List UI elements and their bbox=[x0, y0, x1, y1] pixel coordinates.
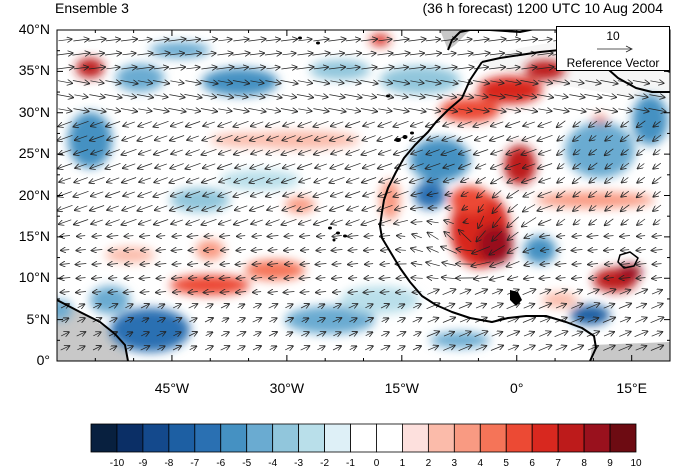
colorbar-swatch bbox=[428, 424, 454, 452]
colorbar-swatch bbox=[169, 424, 195, 452]
colorbar-swatch bbox=[532, 424, 558, 452]
colorbar-tick-label: 9 bbox=[607, 458, 613, 469]
field-anomaly-region bbox=[285, 197, 315, 213]
field-anomaly-region bbox=[48, 300, 72, 320]
field-anomaly-region bbox=[565, 122, 635, 178]
lat-label: 0° bbox=[5, 352, 50, 368]
map-area bbox=[48, 28, 670, 361]
colorbar-tick-label: 0 bbox=[374, 458, 380, 469]
colorbar-swatch bbox=[299, 424, 325, 452]
field-anomaly-region bbox=[535, 192, 655, 208]
colorbar-swatch bbox=[325, 424, 351, 452]
reference-vector-label: Reference Vector bbox=[557, 56, 669, 70]
panel-title: Ensemble 3 bbox=[55, 0, 129, 16]
colorbar-tick-label: -9 bbox=[138, 458, 147, 469]
colorbar-tick-label: 6 bbox=[529, 458, 535, 469]
canary-island bbox=[410, 132, 414, 135]
reference-vector-box: 10 Reference Vector bbox=[556, 26, 670, 71]
reference-vector-arrow-icon bbox=[595, 44, 635, 54]
colorbar-tick-label: 8 bbox=[581, 458, 587, 469]
colorbar-tick-label: -3 bbox=[294, 458, 303, 469]
colorbar-tick-label: 5 bbox=[503, 458, 509, 469]
field-anomaly-region bbox=[477, 225, 513, 265]
colorbar-tick-label: -2 bbox=[320, 458, 329, 469]
colorbar-tick-label: -7 bbox=[190, 458, 199, 469]
field-anomaly-region bbox=[478, 76, 542, 104]
field-anomaly-region bbox=[414, 181, 446, 209]
field-anomaly-region bbox=[105, 247, 155, 263]
colorbar-swatch bbox=[221, 424, 247, 452]
lon-label: 0° bbox=[510, 380, 523, 396]
azores-island bbox=[298, 37, 302, 40]
colorbar-swatch bbox=[584, 424, 610, 452]
cape-verde-island bbox=[333, 239, 336, 242]
lon-label: 30°W bbox=[270, 380, 304, 396]
colorbar-tick-label: 7 bbox=[555, 458, 561, 469]
colorbar-swatch bbox=[610, 424, 636, 452]
field-anomaly-region bbox=[210, 133, 290, 147]
colorbar-swatch bbox=[143, 424, 169, 452]
colorbar-tick-label: 4 bbox=[478, 458, 484, 469]
colorbar-swatch bbox=[402, 424, 428, 452]
lat-label: 5°N bbox=[5, 311, 50, 327]
colorbar-tick-label: 3 bbox=[452, 458, 458, 469]
colorbar-tick-label: -4 bbox=[268, 458, 277, 469]
cape-verde-island bbox=[343, 235, 347, 238]
lat-label: 25°N bbox=[5, 145, 50, 161]
colorbar-swatch bbox=[454, 424, 480, 452]
forecast-time-label: (36 h forecast) 1200 UTC 10 Aug 2004 bbox=[423, 0, 663, 16]
lon-label: 15°W bbox=[385, 380, 419, 396]
lat-label: 35°N bbox=[5, 62, 50, 78]
lon-label: 15°E bbox=[616, 380, 647, 396]
field-anomaly-region bbox=[310, 60, 370, 80]
colorbar-swatch bbox=[91, 424, 117, 452]
field-anomaly-region bbox=[68, 112, 112, 168]
colorbar-swatch bbox=[558, 424, 584, 452]
colorbar-tick-label: -5 bbox=[242, 458, 251, 469]
colorbar-tick-label: 2 bbox=[426, 458, 432, 469]
field-anomaly-region bbox=[90, 286, 130, 314]
field-anomaly-region bbox=[380, 66, 460, 94]
colorbar-swatch bbox=[376, 424, 402, 452]
colorbar-swatch bbox=[247, 424, 273, 452]
colorbar-swatch bbox=[273, 424, 299, 452]
cape-verde-island bbox=[328, 227, 332, 230]
lat-label: 15°N bbox=[5, 228, 50, 244]
cape-verde-island bbox=[336, 232, 340, 235]
lat-label: 30°N bbox=[5, 104, 50, 120]
colorbar-swatch bbox=[506, 424, 532, 452]
canary-island bbox=[395, 138, 401, 142]
field-anomaly-region bbox=[245, 260, 305, 280]
colorbar-tick-label: 1 bbox=[400, 458, 406, 469]
colorbar-tick-label: -6 bbox=[216, 458, 225, 469]
madeira-island bbox=[386, 95, 390, 98]
lat-label: 10°N bbox=[5, 269, 50, 285]
colorbar bbox=[91, 424, 636, 452]
field-anomaly-region bbox=[110, 308, 190, 352]
colorbar-swatch bbox=[195, 424, 221, 452]
field-anomaly-region bbox=[430, 332, 490, 348]
lon-label: 45°W bbox=[155, 380, 189, 396]
colorbar-swatch bbox=[351, 424, 377, 452]
colorbar-swatch bbox=[480, 424, 506, 452]
canary-island bbox=[403, 135, 408, 139]
colorbar-tick-label: 10 bbox=[630, 458, 641, 469]
reference-vector-magnitude: 10 bbox=[557, 29, 669, 43]
lat-label: 20°N bbox=[5, 187, 50, 203]
azores-island bbox=[316, 42, 320, 45]
field-anomaly-region bbox=[450, 186, 490, 214]
colorbar-tick-label: -10 bbox=[110, 458, 124, 469]
field-anomaly-region bbox=[150, 42, 210, 58]
lat-label: 40°N bbox=[5, 21, 50, 37]
colorbar-tick-label: -1 bbox=[346, 458, 355, 469]
field-anomaly-region bbox=[340, 286, 420, 314]
field-anomaly-region bbox=[410, 138, 470, 182]
field-anomaly-region bbox=[632, 95, 668, 145]
colorbar-tick-label: -8 bbox=[164, 458, 173, 469]
missing-data-gulf-of-guinea bbox=[590, 342, 670, 361]
colorbar-swatch bbox=[117, 424, 143, 452]
field-anomaly-region bbox=[542, 292, 578, 308]
